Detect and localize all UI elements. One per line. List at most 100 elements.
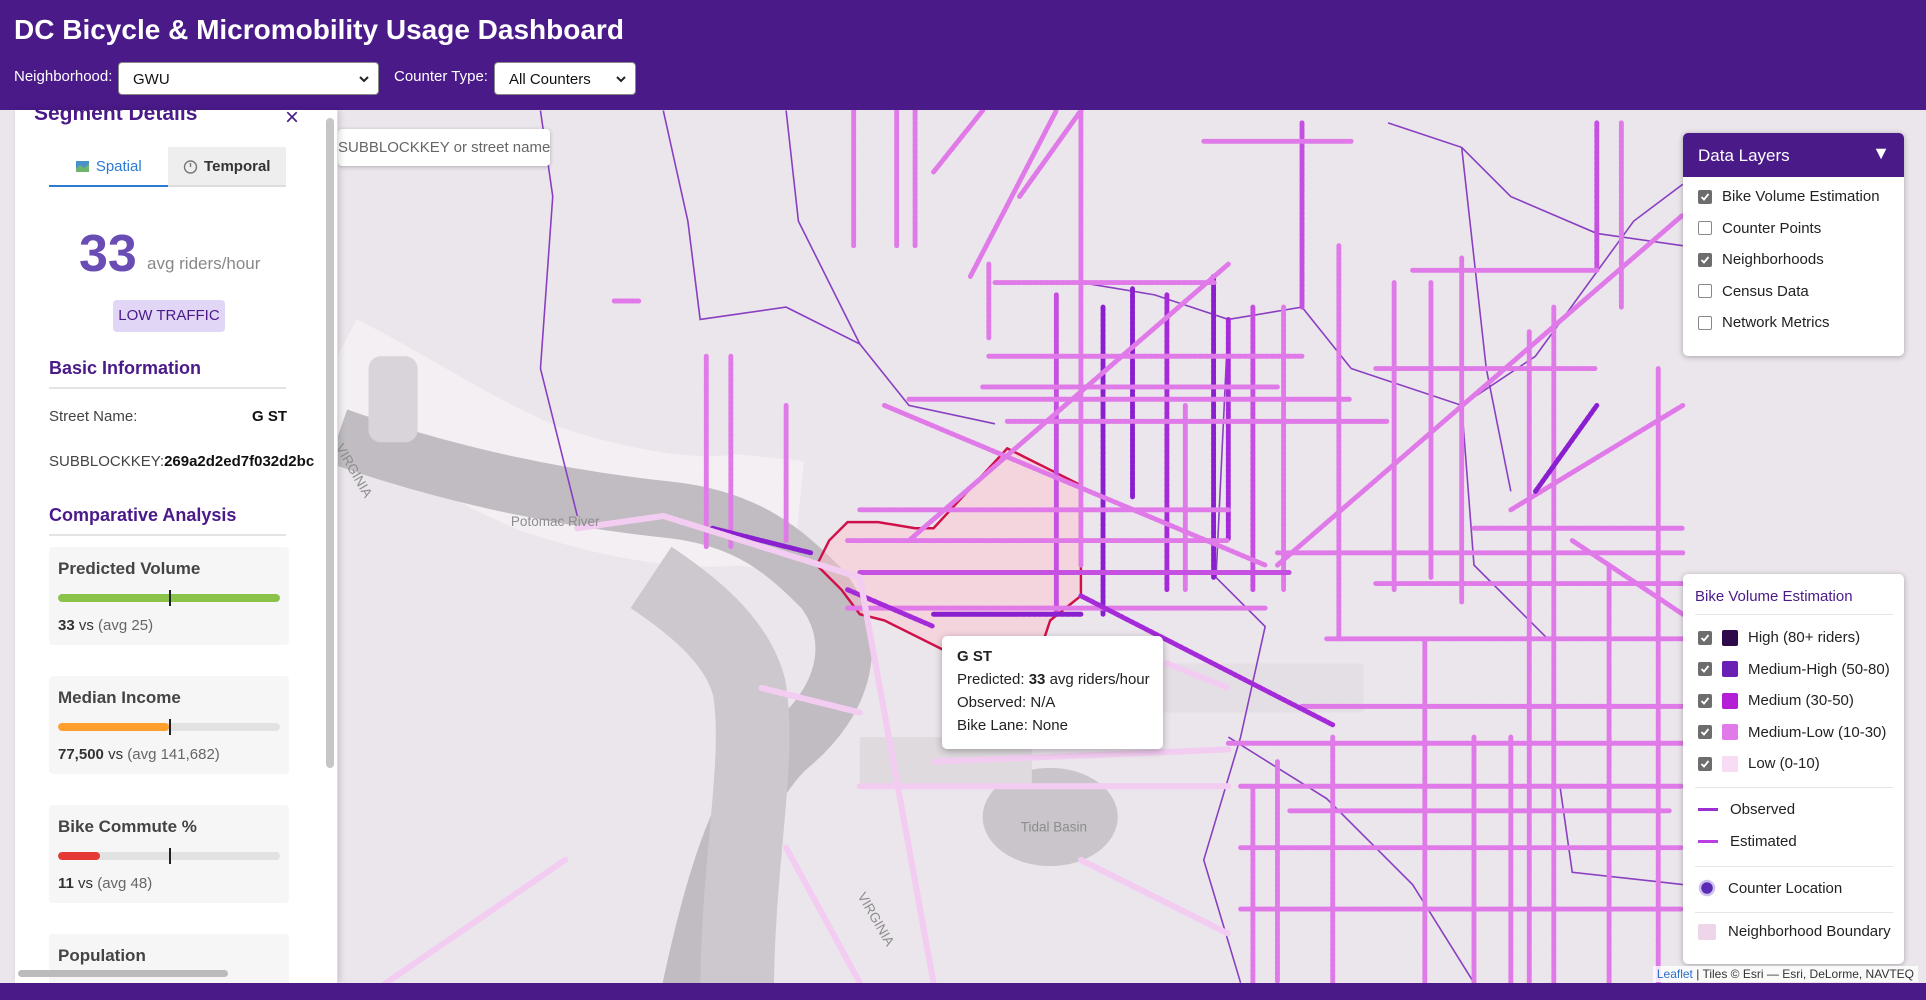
bike-segment[interactable]: [1569, 538, 1686, 617]
boundary-swatch: [1698, 923, 1716, 940]
legend-counter: Counter Location: [1698, 879, 1842, 897]
bike-segment[interactable]: [1078, 593, 1336, 728]
tab-label: Spatial: [95, 157, 142, 175]
scrollbar[interactable]: [326, 118, 334, 768]
bike-segment[interactable]: [365, 856, 569, 999]
layer-checkbox[interactable]: [1698, 221, 1712, 235]
legend-label: Counter Location: [1728, 879, 1843, 897]
tab[interactable]: Spatial: [49, 147, 168, 187]
average-marker: [169, 590, 171, 606]
info-label: Street Name:: [49, 408, 138, 425]
layer-label: Neighborhoods: [1722, 251, 1824, 268]
legend: Bike Volume Estimation High (80+ riders)…: [1683, 574, 1904, 964]
card-value: 33: [58, 617, 75, 634]
bike-segment[interactable]: [1017, 108, 1084, 200]
bike-segment[interactable]: [930, 746, 1232, 765]
bike-segment[interactable]: [967, 108, 1059, 279]
legend-label: Medium-Low (10-30): [1748, 723, 1887, 741]
comparison-fill: [58, 723, 169, 731]
bike-segment[interactable]: [881, 402, 1268, 568]
legend-line-item: Observed: [1698, 801, 1795, 818]
layer-row: Neighborhoods: [1698, 251, 1824, 268]
bike-segment[interactable]: [1274, 212, 1686, 568]
leaflet-link[interactable]: Leaflet: [1656, 967, 1693, 981]
metric-value: 33: [79, 225, 137, 283]
horizontal-scrollbar[interactable]: [18, 970, 228, 977]
card-vs: vs: [78, 875, 94, 892]
legend-swatch: [1722, 692, 1738, 709]
bike-segment[interactable]: [574, 512, 667, 532]
check-mark: [1700, 633, 1710, 642]
legend-swatch: [1722, 724, 1738, 740]
comparison-card: Predicted Volume 33 vs (avg 25): [49, 547, 289, 645]
bike-segment[interactable]: [709, 525, 814, 556]
map-label: Tidal Basin: [1021, 820, 1087, 835]
bike-segment[interactable]: [1532, 402, 1600, 494]
data-layers-header[interactable]: Data Layers ▼: [1683, 133, 1904, 177]
counter-type-select[interactable]: All Counters: [494, 62, 636, 95]
bike-segment[interactable]: [1077, 856, 1232, 937]
check-path: [1700, 633, 1710, 642]
section-heading: Basic Information: [49, 358, 286, 389]
bike-segment[interactable]: [783, 844, 863, 986]
icon-shape: [75, 160, 89, 172]
check-path: [1700, 192, 1710, 201]
search-input[interactable]: SUBBLOCKKEY or street name: [338, 129, 550, 166]
tooltip-row: Observed: N/A: [957, 694, 1148, 711]
segment-details-panel: Segment Details × Spatial Temporal 33 avg…: [15, 110, 338, 983]
tab[interactable]: Temporal: [167, 147, 286, 187]
bike-segment[interactable]: [856, 574, 937, 986]
selected-neighborhood-value: GWU: [133, 71, 170, 88]
chevron: [616, 76, 626, 83]
legend-checkbox[interactable]: [1698, 693, 1712, 708]
check-mark: [1700, 728, 1710, 736]
card-title: Predicted Volume: [58, 559, 201, 578]
legend-swatch: [1722, 629, 1738, 646]
legend-item: Medium-High (50-80): [1698, 661, 1890, 678]
legend-swatch: [1722, 661, 1738, 677]
neighborhood-select[interactable]: GWU: [118, 62, 379, 95]
info-row: SUBBLOCKKEY:269a2d2ed7f032d2bc: [49, 453, 337, 470]
legend-label: Medium (30-50): [1748, 692, 1854, 709]
tooltip-value: N/A: [1030, 694, 1056, 711]
layer-checkbox[interactable]: [1698, 284, 1712, 298]
legend-checkbox[interactable]: [1698, 756, 1712, 771]
data-layers-title: Data Layers: [1698, 146, 1790, 165]
counter-symbol: [1698, 879, 1716, 897]
layer-checkbox[interactable]: [1698, 315, 1712, 330]
layer-label: Bike Volume Estimation: [1722, 188, 1880, 205]
bike-segment[interactable]: [660, 512, 863, 581]
collapse-toggle[interactable]: ▼: [1872, 143, 1890, 163]
boundary: [662, 110, 996, 425]
card-average: (avg 25): [98, 617, 154, 634]
tooltip-row: Bike Lane: None: [957, 717, 1148, 734]
bike-segment[interactable]: [906, 261, 1231, 543]
info-label: SUBBLOCKKEY:: [49, 453, 165, 470]
tab-icon: [183, 159, 198, 174]
layer-row: Counter Points: [1698, 220, 1821, 237]
legend-checkbox[interactable]: [1698, 725, 1712, 739]
app-title: DC Bicycle & Micromobility Usage Dashboa…: [14, 14, 624, 45]
legend-checkbox[interactable]: [1698, 662, 1712, 676]
tooltip-value: None: [1032, 717, 1068, 734]
bike-segment[interactable]: [758, 684, 863, 716]
data-layers-control: Data Layers ▼ Bike Volume Estimation Coun…: [1683, 133, 1904, 356]
layer-checkbox[interactable]: [1698, 252, 1712, 267]
legend-line: [1698, 808, 1718, 811]
layer-checkbox[interactable]: [1698, 189, 1712, 204]
icon-shape: [183, 159, 198, 174]
chevron: [359, 76, 369, 83]
layer-row: Network Metrics: [1698, 314, 1830, 331]
card-vs: vs: [108, 746, 124, 763]
attribution-text: | Tiles © Esri — Esri, DeLorme, NAVTEQ: [1696, 967, 1914, 981]
layer-row: Bike Volume Estimation: [1698, 188, 1880, 205]
section-heading: Comparative Analysis: [49, 505, 286, 536]
close-button[interactable]: ×: [285, 110, 300, 131]
legend-checkbox[interactable]: [1698, 630, 1712, 645]
footer: [0, 983, 1926, 1000]
bike-segment[interactable]: [1508, 402, 1686, 513]
bike-segment[interactable]: [1163, 660, 1232, 692]
bike-segment[interactable]: [931, 108, 986, 175]
average-marker: [169, 848, 171, 864]
